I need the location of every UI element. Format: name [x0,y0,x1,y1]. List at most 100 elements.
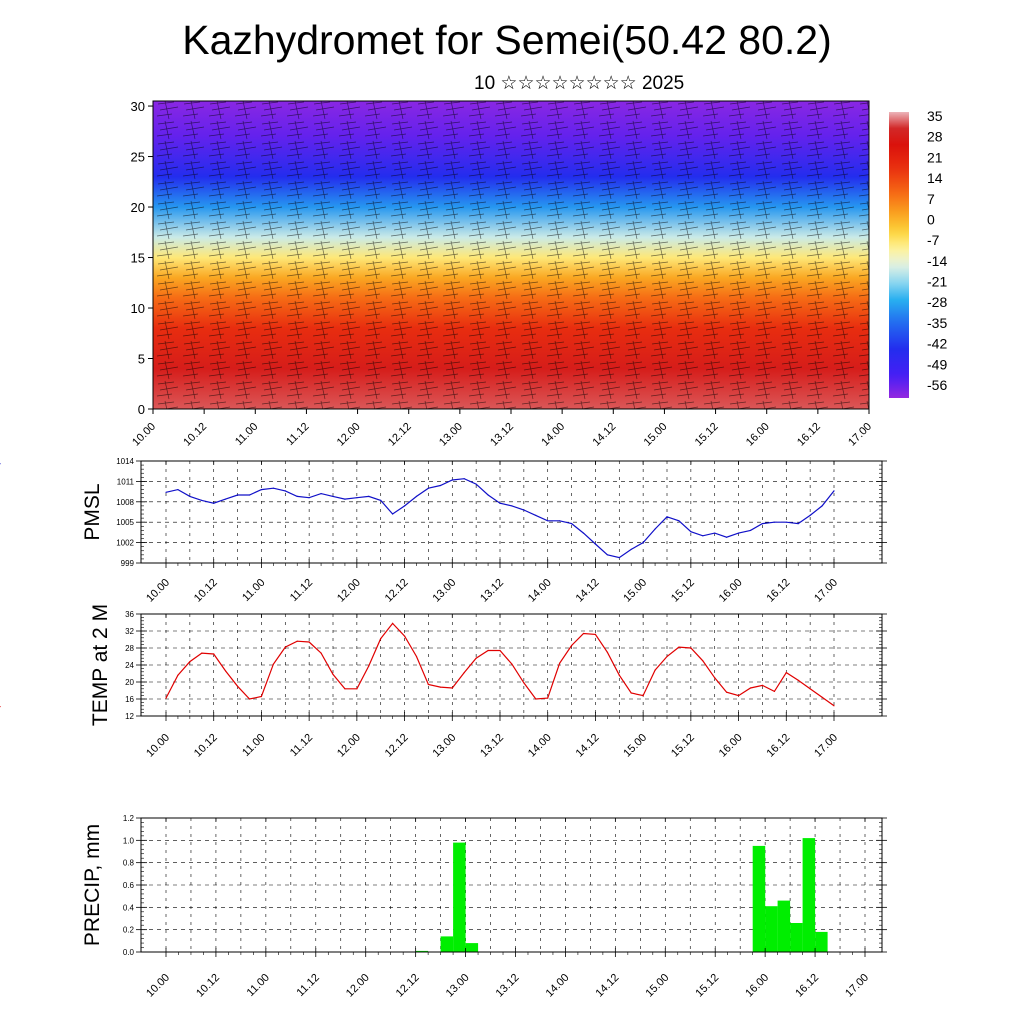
x-tick-label: 13.12 [488,421,516,449]
x-tick-label: 12.00 [335,421,363,449]
x-tick-label: 16.12 [795,421,823,449]
colorbar-label: 0 [927,211,935,227]
temp-point [618,674,620,676]
x-tick-label: 13.12 [478,732,506,760]
pmsl-point [809,514,811,517]
temp-point [427,683,429,686]
y-tick-label: 1.0 [123,836,135,845]
pmsl-point [666,516,668,518]
y-tick-label: 32 [125,627,134,636]
pmsl-point [571,523,573,525]
x-tick-label: 11.00 [233,421,260,448]
pmsl-point [189,495,191,497]
x-tick-label: 13.12 [494,972,522,1000]
precip-bar [790,923,803,952]
temp-point [594,633,597,636]
colorbar-label: -35 [927,315,947,331]
temp-point [714,677,716,679]
pmsl-point [260,489,262,491]
pmsl-point [761,523,764,525]
chart-title: Kazhydromet for Semei(50.42 80.2) [182,17,832,63]
x-tick-label: 10.00 [144,577,172,605]
precip-bar [815,931,828,952]
pmsl-point [535,514,537,517]
x-tick-label: 16.00 [743,972,771,1000]
x-tick-label: 15.12 [693,972,721,1000]
temp-point [308,641,310,643]
temp-point [463,672,465,674]
temp-point [475,657,477,659]
temp-point [523,682,525,684]
temp-point [738,695,740,697]
x-tick-label: 15.00 [642,421,670,449]
pmsl-point [201,499,203,501]
x-tick-label: 12.12 [386,421,414,449]
precip-panel: 1.2 1.0 0.8 0.6 0.4 0.2 0.0 10.00 10.12 11.00 11.1… [81,814,887,1000]
pmsl-point [690,531,692,533]
pmsl-point [785,521,787,523]
x-tick-label: 14.00 [539,421,567,449]
colorbar-label: -7 [927,232,940,248]
x-tick-label: 10.12 [181,421,209,449]
x-tick-label: 15.00 [621,732,649,760]
y-tick-label: 1014 [116,457,134,466]
x-tick-label: 14.00 [526,577,554,605]
temp-point [368,665,370,667]
colorbar [889,112,909,398]
x-tick-label: 12.12 [383,577,411,605]
y-tick-label: 1.2 [123,814,135,823]
pmsl-point [642,542,644,544]
temp-point [487,649,489,652]
colorbar-label: 14 [927,170,943,186]
y-tick-label: 0.6 [123,881,135,890]
pmsl-point [368,495,370,497]
y-tick-label: 0.0 [123,948,135,957]
x-tick-label: 13.00 [430,577,458,605]
y-tick-label: 16 [125,695,134,704]
pmsl-point [594,543,597,545]
pmsl-point [523,509,525,511]
pmsl-point [773,521,776,523]
x-tick-label: 12.00 [344,972,372,1000]
pmsl-point [415,495,418,497]
cross-section-panel: 0 5 10 15 20 25 30 10.00 10.12 11.00 11.12 12.00 12.… [130,99,947,449]
temp-point [630,692,632,694]
temp-point [344,688,346,690]
pmsl-point [833,490,835,492]
temp-point [451,687,453,689]
x-tick-label: 17.00 [843,972,871,1000]
temp-point [559,662,561,664]
precip-bar [453,842,466,952]
colorbar-label: -56 [927,377,947,393]
pmsl-point [738,532,740,534]
temp-point [809,688,811,690]
pmsl-panel: 1014 1011 1008 1005 1002 999 10.00 10.12 11.00 11… [0,457,887,605]
x-tick-label: 14.12 [574,577,602,605]
temp-point [726,691,728,693]
temp-point [761,684,764,687]
temp-point [177,674,179,676]
temp-point [547,697,549,699]
x-tick-label: 14.12 [590,421,618,449]
pmsl-point [499,502,501,504]
y-tick-label: 15 [131,251,145,266]
pmsl-point [714,532,716,534]
x-tick-label: 10.00 [130,421,158,449]
temp-point [833,705,835,707]
x-tick-label: 12.00 [335,732,363,760]
pmsl-point [284,490,286,492]
y-tick-label: 1011 [117,477,135,486]
x-tick-label: 11.12 [288,577,315,604]
precip-ylabel: PRECIP, mm [81,824,104,946]
pmsl-point [165,491,167,493]
pmsl-point [678,520,680,522]
precip-bar [777,900,791,952]
temp-point [785,672,787,674]
x-tick-label: 16.00 [717,577,745,605]
pmsl-point [392,513,394,515]
pmsl-point [320,493,322,495]
y-tick-label: 10 [131,301,145,316]
x-tick-label: 17.00 [812,577,840,605]
pmsl-point [213,502,215,504]
pmsl-point [344,498,346,500]
